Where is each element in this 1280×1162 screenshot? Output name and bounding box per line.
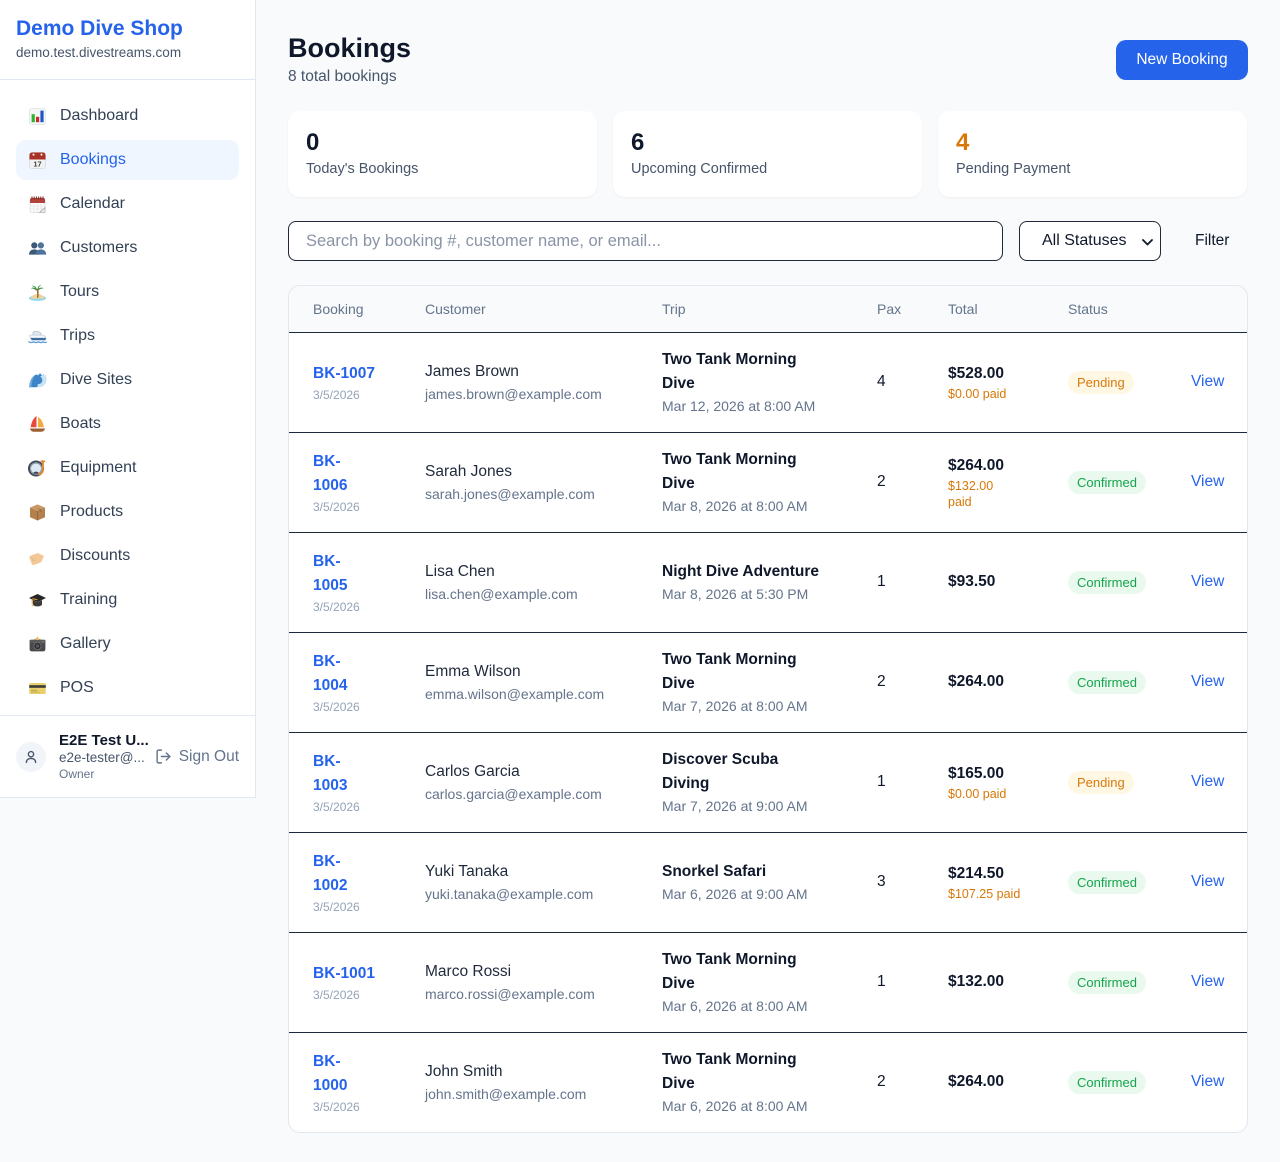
svg-text:17: 17 [33, 159, 41, 168]
